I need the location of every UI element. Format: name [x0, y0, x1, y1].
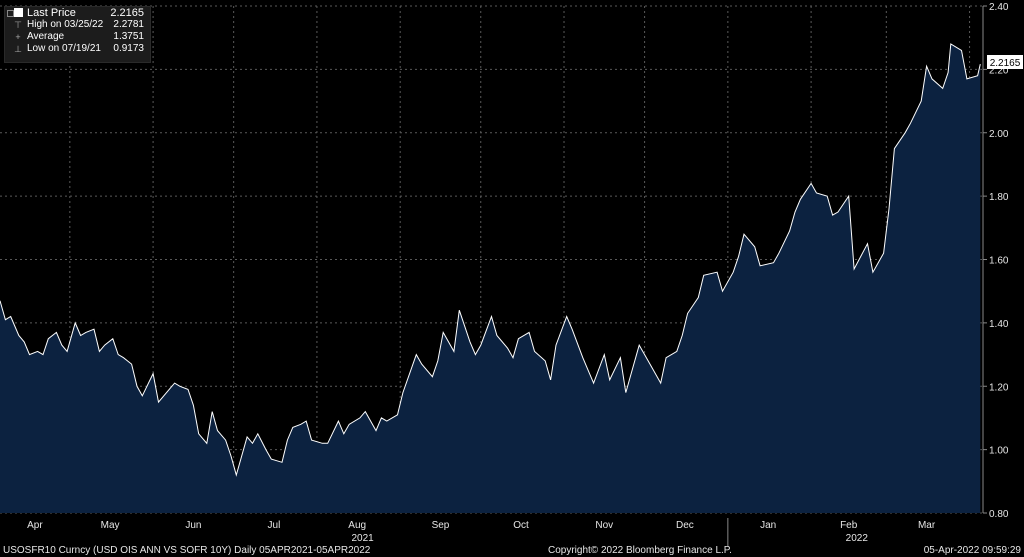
last-value-tag: 2.2165	[987, 55, 1023, 69]
legend-high-value: 2.2781	[113, 19, 144, 30]
x-tick-label: Jul	[268, 520, 281, 531]
x-tick-label: Jan	[760, 520, 776, 531]
y-tick-label: 2.40	[989, 2, 1009, 13]
legend-low-label: Low on 07/19/21	[27, 43, 101, 54]
x-tick-label: Sep	[432, 520, 450, 531]
x-tick-label: Feb	[840, 520, 858, 531]
copyright-text: Copyright© 2022 Bloomberg Finance L.P.	[548, 545, 732, 556]
legend-last-price-value: 2.2165	[110, 7, 144, 19]
y-tick-label: 0.80	[989, 509, 1009, 520]
low-marker-icon: ⊥	[14, 44, 22, 54]
last-value-tag-box	[987, 55, 1023, 69]
y-tick-label: 1.00	[989, 446, 1009, 457]
x-tick-label: Jun	[185, 520, 201, 531]
white-square-icon	[14, 8, 23, 17]
x-tick-label: May	[101, 520, 120, 531]
x-tick-label: Mar	[918, 520, 936, 531]
legend-low: ⊥ Low on 07/19/21 0.9173	[5, 43, 150, 55]
last-value-tag-text: 2.2165	[990, 58, 1021, 69]
high-marker-icon: ⊤	[14, 20, 22, 30]
price-area	[0, 44, 981, 513]
y-tick-label: 1.40	[989, 319, 1009, 330]
x-tick-label: Aug	[348, 520, 366, 531]
x-axis: Apr May Jun Jul Aug Sep Oct Nov Dec Jan Feb Mar 2021…	[27, 518, 936, 546]
legend-last-price-label: Last Price	[27, 7, 76, 19]
timestamp-text: 05-Apr-2022 09:59:29	[924, 545, 1022, 556]
price-line	[0, 43, 981, 477]
y-tick-label: 2.20	[989, 65, 1009, 76]
x-year-label: 2021	[351, 533, 374, 544]
y-axis: 0.80 1.00 1.20 1.40 1.60 1.80 2.00 2.20 2.40	[982, 2, 1009, 520]
footer: USOSFR10 Curncy (USD OIS ANN VS SOFR 10Y…	[3, 545, 1021, 556]
collapse-icon[interactable]	[7, 10, 14, 17]
legend-low-value: 0.9173	[113, 43, 144, 54]
ticker-description: USOSFR10 Curncy (USD OIS ANN VS SOFR 10Y…	[3, 545, 371, 556]
x-tick-label: Dec	[676, 520, 694, 531]
legend-average-label: Average	[27, 31, 65, 42]
x-year-label: 2022	[846, 533, 869, 544]
y-tick-label: 1.20	[989, 382, 1009, 393]
legend-box: Last Price 2.2165 ⊤ High on 03/25/22 2.2…	[4, 6, 151, 63]
legend-average-value: 1.3751	[113, 31, 144, 42]
x-tick-label: Apr	[27, 520, 43, 531]
x-tick-label: Nov	[595, 520, 613, 531]
y-tick-label: 1.60	[989, 256, 1009, 267]
legend-high-label: High on 03/25/22	[27, 19, 104, 30]
x-tick-label: Oct	[513, 520, 529, 531]
average-marker-icon: +	[15, 32, 21, 42]
legend-average: + Average 1.3751	[5, 31, 150, 43]
legend-last-price: Last Price 2.2165	[5, 7, 150, 19]
y-tick-label: 2.00	[989, 129, 1009, 140]
y-tick-label: 1.80	[989, 192, 1009, 203]
legend-high: ⊤ High on 03/25/22 2.2781	[5, 19, 150, 31]
